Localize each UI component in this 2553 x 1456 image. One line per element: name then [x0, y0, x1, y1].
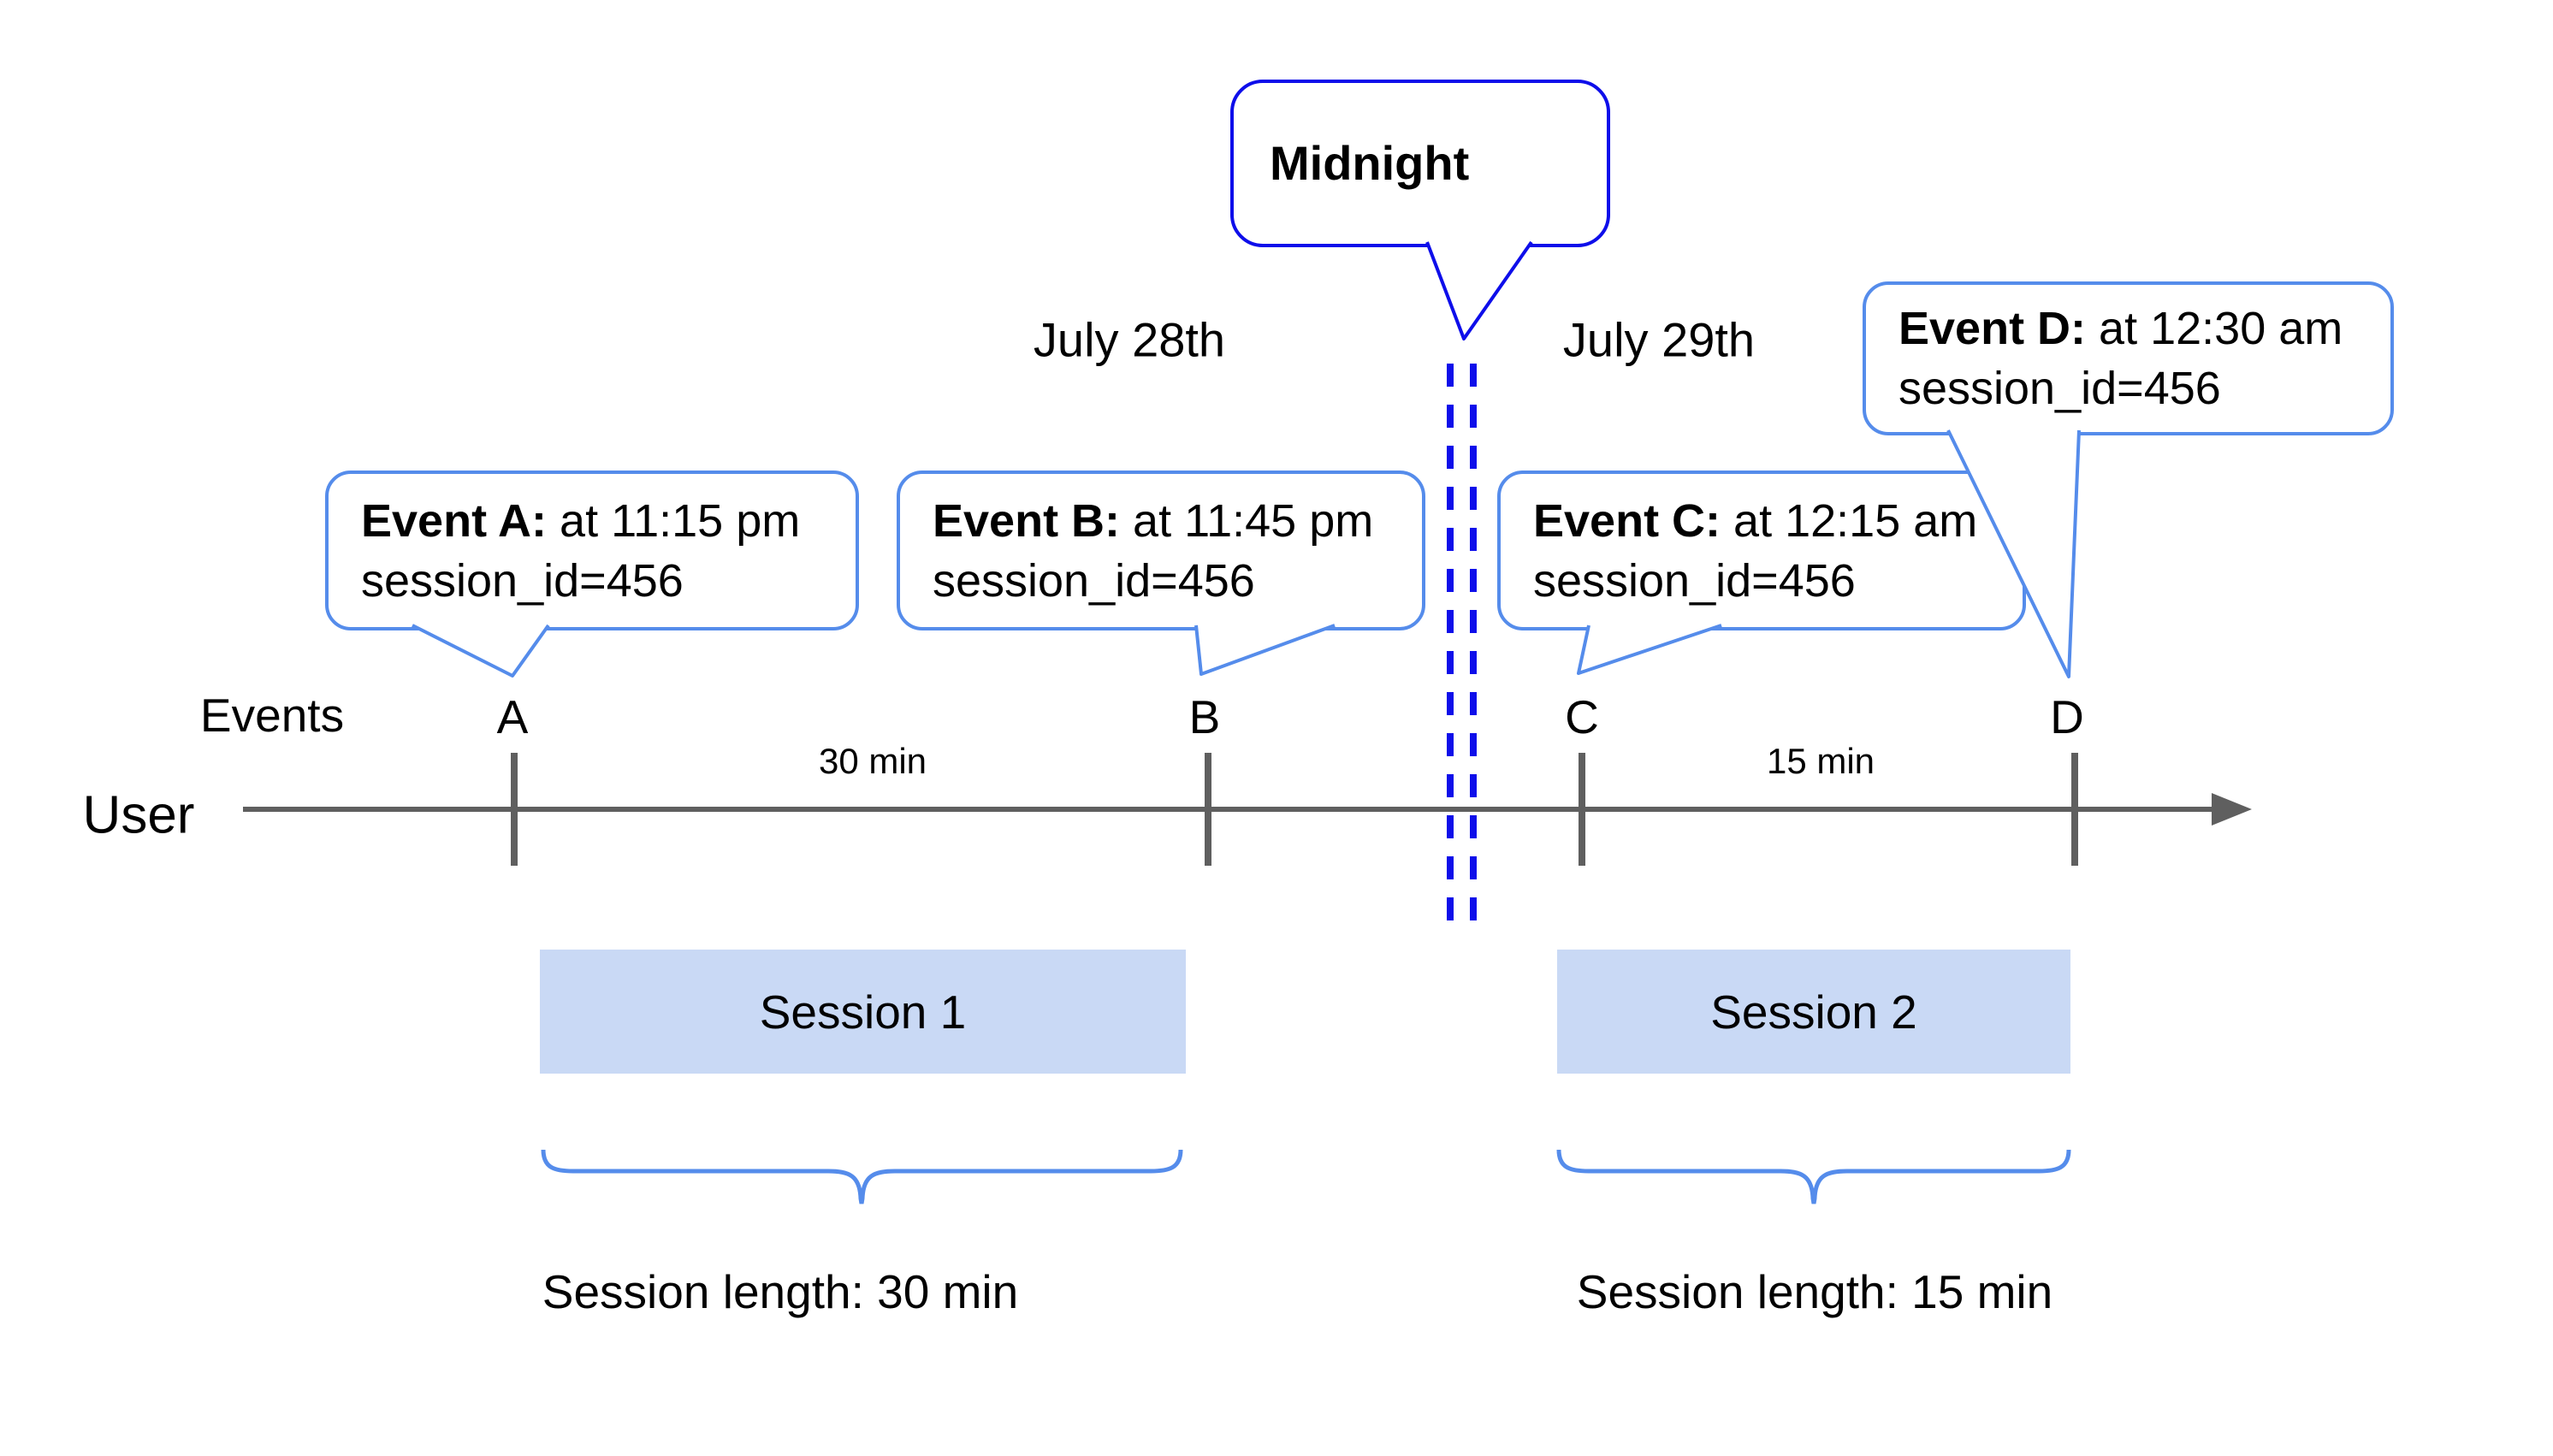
event-d-callout: Event D: at 12:30 am session_id=456: [1863, 281, 2394, 435]
event-c-callout: Event C: at 12:15 am session_id=456: [1497, 471, 2026, 630]
session-2-label: Session 2: [1710, 985, 1917, 1039]
event-a-line2: session_id=456: [361, 554, 684, 607]
event-c-line1: Event C: at 12:15 am: [1533, 494, 1978, 547]
event-b-line2: session_id=456: [933, 554, 1255, 607]
midnight-callout-tail: [1425, 240, 1533, 340]
timeline-arrowhead: [2212, 793, 2252, 826]
event-b-callout-tail: [1194, 624, 1336, 676]
event-a-callout: Event A: at 11:15 pm session_id=456: [325, 471, 859, 630]
event-d-line2: session_id=456: [1898, 363, 2221, 414]
event-letter-b: B: [1188, 690, 1221, 743]
date-july-28: July 28th: [1033, 312, 1226, 367]
events-row-label: Events: [199, 689, 345, 742]
session-1-box: Session 1: [540, 950, 1186, 1074]
session-1-length-label: Session length: 30 min: [542, 1265, 1019, 1318]
midnight-label: Midnight: [1270, 136, 1470, 190]
midnight-callout: Midnight: [1230, 80, 1610, 247]
interval-15min-label: 15 min: [1766, 741, 1875, 781]
event-c-callout-tail: [1577, 624, 1722, 675]
user-row-label: User: [82, 785, 195, 845]
event-b-line1: Event B: at 11:45 pm: [933, 494, 1374, 547]
event-c-line2: session_id=456: [1533, 554, 1856, 607]
session-2-brace: [1556, 1149, 2071, 1204]
event-a-callout-tail: [412, 624, 550, 678]
session-2-length-label: Session length: 15 min: [1576, 1265, 2053, 1318]
session-1-brace: [541, 1149, 1183, 1204]
date-july-29: July 29th: [1562, 312, 1756, 367]
session-1-label: Session 1: [759, 985, 967, 1039]
session-2-box: Session 2: [1557, 950, 2070, 1074]
event-b-callout: Event B: at 11:45 pm session_id=456: [897, 471, 1425, 630]
interval-30min-label: 30 min: [818, 741, 927, 781]
event-a-line1: Event A: at 11:15 pm: [361, 494, 801, 547]
event-letter-c: C: [1565, 690, 1599, 743]
event-letter-a: A: [496, 690, 529, 743]
event-letter-d: D: [2050, 690, 2084, 743]
event-d-line1: Event D: at 12:30 am: [1898, 303, 2343, 354]
